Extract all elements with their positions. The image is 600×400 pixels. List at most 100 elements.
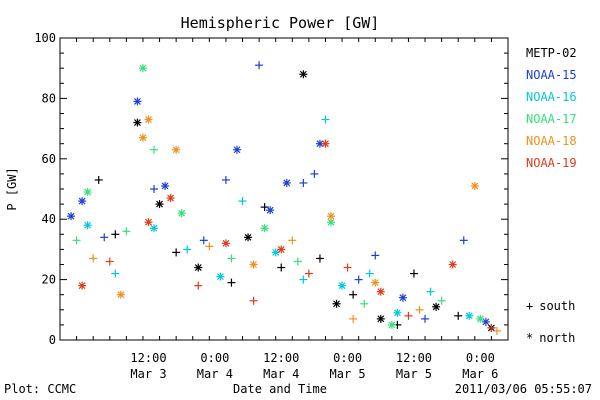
data-point xyxy=(271,248,280,257)
data-point xyxy=(454,311,463,320)
data-points xyxy=(67,61,501,335)
data-point xyxy=(172,145,181,154)
data-point xyxy=(492,326,501,335)
data-point xyxy=(249,260,258,269)
data-point xyxy=(288,236,297,245)
data-point xyxy=(144,115,153,124)
data-point xyxy=(327,212,336,221)
data-point xyxy=(404,311,413,320)
data-point xyxy=(177,209,186,218)
data-point xyxy=(72,236,81,245)
data-point xyxy=(138,133,147,142)
marker-legend: + south * north xyxy=(526,299,575,345)
data-point xyxy=(161,181,170,190)
data-point xyxy=(487,323,496,332)
data-point xyxy=(293,257,302,266)
marker-legend-entry: + south xyxy=(526,299,575,313)
x-tick-date-label: Mar 6 xyxy=(462,367,498,381)
data-point xyxy=(266,206,275,215)
y-axis-label: P [GW] xyxy=(5,167,19,210)
data-point xyxy=(476,314,485,323)
data-point xyxy=(238,197,247,206)
legend-entry: NOAA-19 xyxy=(526,156,577,170)
data-point xyxy=(327,218,336,227)
marker-legend-label: south xyxy=(539,299,575,313)
y-tick-label: 60 xyxy=(42,152,56,166)
data-point xyxy=(78,197,87,206)
data-point xyxy=(343,263,352,272)
data-point xyxy=(459,236,468,245)
data-point xyxy=(349,314,358,323)
data-point xyxy=(282,178,291,187)
x-tick-time-label: 0:00 xyxy=(466,351,495,365)
data-point xyxy=(144,218,153,227)
data-point xyxy=(216,272,225,281)
data-point xyxy=(105,257,114,266)
data-point xyxy=(376,287,385,296)
footer-timestamp: 2011/03/06 05:55:07 xyxy=(455,382,592,396)
data-point xyxy=(194,281,203,290)
y-tick-label: 100 xyxy=(34,31,56,45)
data-point xyxy=(437,296,446,305)
data-point xyxy=(111,230,120,239)
legend: METP-02 NOAA-15 NOAA-16 NOAA-17 NOAA-18 NOAA-… xyxy=(526,46,577,170)
x-tick-time-label: 0:00 xyxy=(200,351,229,365)
data-point xyxy=(360,299,369,308)
data-point xyxy=(183,245,192,254)
data-point xyxy=(365,269,374,278)
data-point xyxy=(150,185,159,193)
data-point xyxy=(83,221,92,230)
data-point xyxy=(310,169,319,178)
marker-legend-symbol: + xyxy=(526,299,533,313)
y-tick-label: 20 xyxy=(42,273,56,287)
data-point xyxy=(116,290,125,299)
data-point xyxy=(221,239,230,248)
x-axis-ticks: 12:00 Mar 3 0:00 Mar 4 12:00 Mar 4 0:00 Mar 5 12… xyxy=(59,38,509,381)
data-point xyxy=(371,278,380,287)
x-tick-time-label: 12:00 xyxy=(396,351,432,365)
data-point xyxy=(122,227,131,236)
y-tick-label: 40 xyxy=(42,212,56,226)
data-point xyxy=(94,175,103,184)
data-point xyxy=(448,260,457,269)
data-point xyxy=(199,236,208,245)
data-point xyxy=(83,188,92,197)
data-point xyxy=(89,254,98,263)
data-point xyxy=(299,70,308,79)
x-tick-date-label: Mar 5 xyxy=(396,367,432,381)
footer-plot-credit: Plot: CCMC xyxy=(4,382,76,396)
y-axis-ticks: 0 20 40 60 80 100 xyxy=(34,31,508,347)
x-tick-date-label: Mar 3 xyxy=(130,367,166,381)
y-tick-label: 80 xyxy=(42,91,56,105)
data-point xyxy=(232,145,241,154)
chart-title: Hemispheric Power [GW] xyxy=(181,14,380,32)
data-point xyxy=(432,302,441,311)
legend-entry: METP-02 xyxy=(526,46,577,60)
x-tick-time-label: 0:00 xyxy=(333,351,362,365)
data-point xyxy=(133,97,142,106)
x-tick-date-label: Mar 4 xyxy=(263,367,299,381)
data-point xyxy=(299,178,308,187)
data-point xyxy=(249,296,258,305)
marker-legend-label: north xyxy=(539,331,575,345)
data-point xyxy=(244,233,253,242)
data-point xyxy=(205,242,214,251)
data-point xyxy=(421,314,430,323)
data-point xyxy=(150,224,159,233)
data-point xyxy=(299,275,308,284)
data-point xyxy=(227,254,236,263)
data-point xyxy=(150,145,159,154)
data-point xyxy=(166,194,175,203)
data-point xyxy=(354,275,363,284)
data-point xyxy=(277,245,286,254)
data-point xyxy=(321,139,330,148)
x-tick-time-label: 12:00 xyxy=(130,351,166,365)
data-point xyxy=(376,314,385,323)
x-tick-date-label: Mar 4 xyxy=(197,367,233,381)
data-point xyxy=(172,248,181,257)
data-point xyxy=(260,224,269,233)
data-point xyxy=(470,181,479,190)
data-point xyxy=(321,115,330,124)
data-point xyxy=(255,61,264,70)
